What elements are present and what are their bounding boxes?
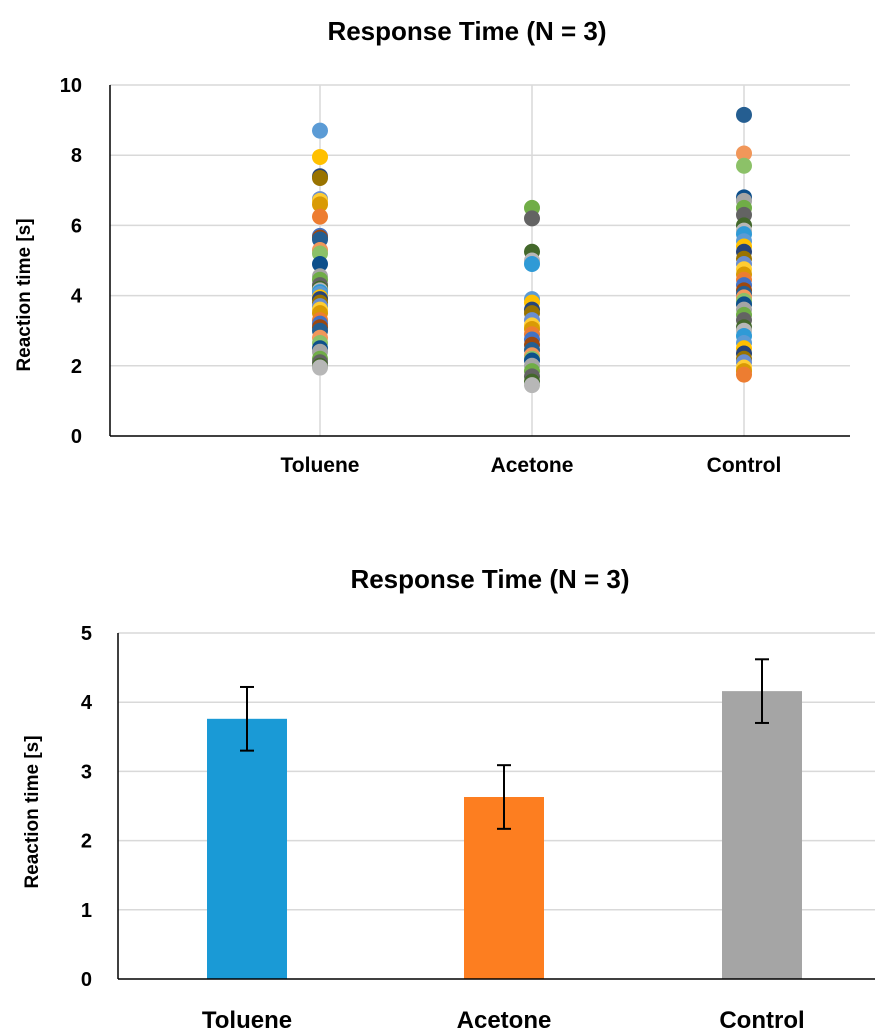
chart2-y-ticks: 0 1 2 3 4 5: [81, 623, 93, 991]
chart1-point: [736, 145, 752, 162]
chart1-point: [524, 256, 540, 273]
chart2-y-tick-label: 1: [81, 900, 92, 922]
chart2-y-tick-label: 5: [81, 623, 92, 645]
scatter-chart: Response Time (N = 3) Reaction time [s] …: [14, 16, 850, 477]
chart1-x-ticks: Toluene Acetone Control: [281, 454, 782, 477]
chart2-y-axis-label: Reaction time [s]: [22, 735, 43, 888]
chart2-bar: [207, 718, 287, 979]
chart1-point: [312, 122, 328, 139]
chart1-point: [736, 366, 752, 383]
chart1-y-ticks: 0 2 4 6 8 10: [60, 75, 83, 448]
chart2-x-tick-label: Control: [719, 1007, 804, 1032]
chart1-point: [312, 196, 328, 213]
chart1-title: Response Time (N = 3): [327, 16, 606, 46]
chart1-point: [312, 359, 328, 376]
chart1-point: [312, 208, 328, 225]
chart1-point: [524, 377, 540, 394]
chart1-y-axis-label: Reaction time [s]: [14, 218, 35, 371]
chart2-y-tick-label: 4: [81, 692, 93, 714]
chart2-y-tick-label: 0: [81, 969, 92, 991]
chart2-title: Response Time (N = 3): [350, 564, 629, 594]
chart2-x-ticks: Toluene Acetone Control: [202, 1007, 805, 1032]
bar-chart: Response Time (N = 3) Reaction time [s] …: [22, 564, 875, 1032]
chart2-x-tick-label: Acetone: [457, 1007, 552, 1032]
chart1-point: [736, 157, 752, 174]
chart1-y-tick-label: 2: [71, 356, 82, 378]
chart1-x-tick-label: Acetone: [491, 454, 574, 477]
chart1-y-tick-label: 6: [71, 215, 82, 237]
chart2-x-tick-label: Toluene: [202, 1007, 292, 1032]
chart2-bar: [722, 691, 802, 979]
chart1-point: [312, 256, 328, 273]
chart1-y-tick-label: 4: [71, 286, 83, 308]
chart1-y-tick-label: 0: [71, 426, 82, 448]
chart1-point: [736, 106, 752, 123]
chart2-error-bars: [240, 658, 769, 830]
chart1-y-tick-label: 8: [71, 145, 82, 167]
chart2-bars: [207, 691, 802, 979]
chart1-x-tick-label: Control: [707, 454, 782, 477]
chart1-point: [524, 210, 540, 227]
chart1-y-tick-label: 10: [60, 75, 82, 97]
chart2-y-tick-label: 3: [81, 761, 92, 783]
chart1-point: [312, 148, 328, 165]
chart2-y-tick-label: 2: [81, 831, 92, 853]
chart1-x-tick-label: Toluene: [281, 454, 360, 477]
chart1-points: [312, 106, 752, 394]
chart1-point: [312, 170, 328, 187]
